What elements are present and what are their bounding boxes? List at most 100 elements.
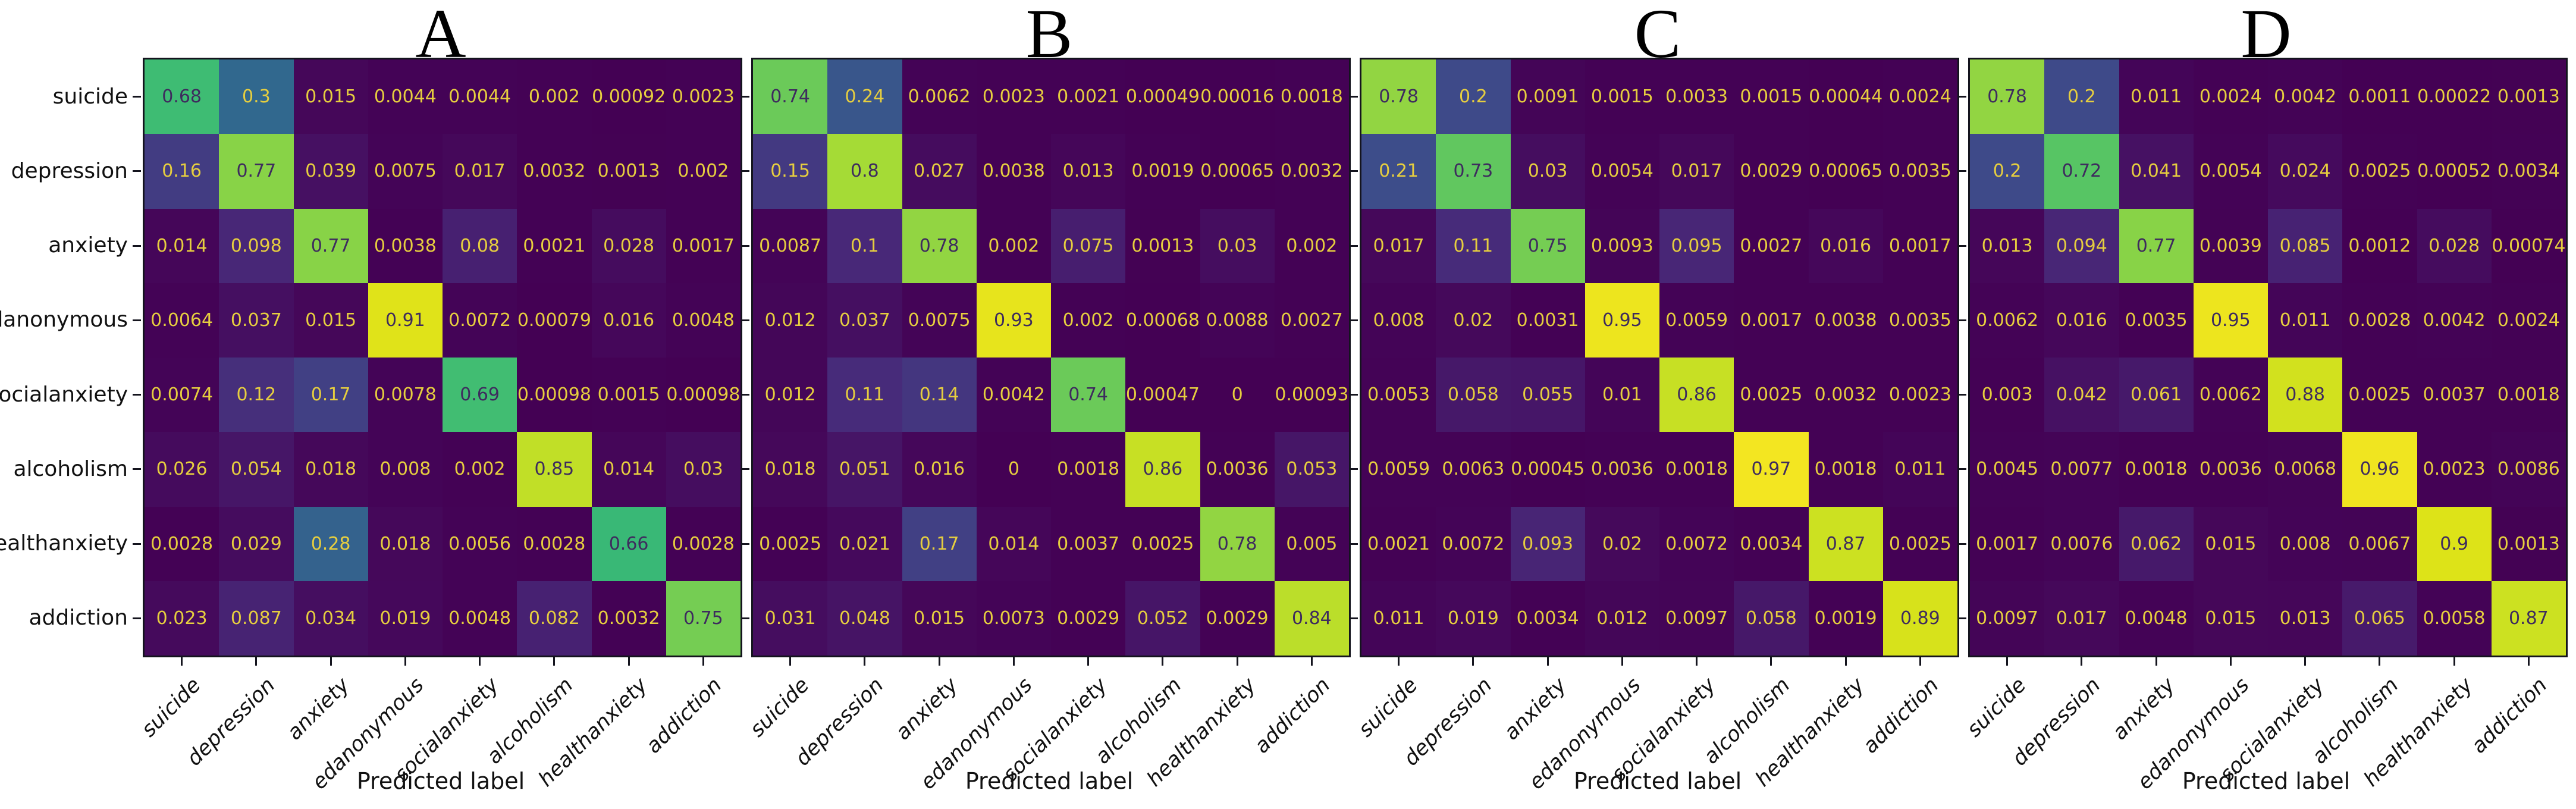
x-axis-tick (553, 657, 556, 666)
matrix-cell: 0.015 (293, 59, 368, 134)
x-tick-label: anxiety (283, 673, 354, 745)
x-axis-tick (1162, 657, 1164, 666)
matrix-cell: 0.048 (827, 581, 902, 656)
matrix-cell: 0.16 (145, 134, 219, 209)
y-axis-tick (741, 394, 749, 396)
x-tick-label: anxiety (1499, 673, 1571, 745)
matrix-cell: 0.0097 (1659, 581, 1734, 656)
matrix-cell: 0.00047 (1125, 358, 1200, 432)
y-tick-label: addiction (29, 606, 128, 631)
x-axis-tick (1012, 657, 1015, 666)
matrix-cell: 0.0015 (591, 358, 666, 432)
matrix-cell: 0.061 (2119, 358, 2194, 432)
matrix-cell: 0.019 (368, 581, 443, 656)
x-axis-tick (1087, 657, 1090, 666)
matrix-cell: 0.0097 (1970, 581, 2045, 656)
matrix-cell: 0.0048 (666, 283, 741, 358)
matrix-cell: 0.00065 (1808, 134, 1883, 209)
y-axis-tick (1350, 96, 1358, 98)
x-tick-label: addiction (2467, 673, 2552, 758)
matrix-cell: 0.027 (902, 134, 977, 209)
matrix-cell: 0.0023 (976, 59, 1051, 134)
y-axis-tick (1958, 394, 1966, 396)
matrix-cell: 0.85 (517, 432, 592, 507)
matrix-cell: 0.042 (2044, 358, 2119, 432)
matrix-cell: 0.0072 (1436, 506, 1511, 581)
y-axis-tick (741, 617, 749, 619)
heatmap-grid: 0.68 0.3 0.015 0.0044 0.0044 0.002 0.00092 0.00… (143, 58, 742, 657)
matrix-cell: 0.011 (1361, 581, 1436, 656)
x-axis-tick (702, 657, 704, 666)
matrix-cell: 0.77 (293, 208, 368, 283)
matrix-cell: 0.013 (1970, 208, 2045, 283)
matrix-cell: 0.0076 (2044, 506, 2119, 581)
confusion-matrix-panel-b: B 0.74 0.24 0.0062 0.0023 0.0021 0.00049 0.000… (741, 0, 1351, 809)
matrix-cell: 0.0031 (1510, 283, 1585, 358)
matrix-cell: 0.0036 (2193, 432, 2268, 507)
matrix-cell: 0.085 (2268, 208, 2343, 283)
y-axis-tick (133, 319, 141, 321)
x-axis-tick (1621, 657, 1623, 666)
matrix-cell: 0.0072 (1659, 506, 1734, 581)
matrix-cell: 0.0077 (2044, 432, 2119, 507)
matrix-cell: 0.0036 (1200, 432, 1275, 507)
y-axis-tick (133, 244, 141, 247)
y-tick-label: depression (11, 158, 128, 183)
matrix-cell: 0.74 (753, 59, 828, 134)
matrix-cell: 0.0078 (368, 358, 443, 432)
matrix-cell: 0.0029 (1734, 134, 1809, 209)
matrix-cell: 0.0029 (1200, 581, 1275, 656)
matrix-cell: 0.88 (2268, 358, 2343, 432)
matrix-cell: 0.0018 (2119, 432, 2194, 507)
x-axis-tick (2527, 657, 2530, 666)
matrix-cell: 0.97 (1734, 432, 1809, 507)
matrix-cell: 0.039 (293, 134, 368, 209)
y-tick-label: socialanxiety (0, 382, 128, 407)
matrix-cell: 0.93 (976, 283, 1051, 358)
x-axis-tick (2453, 657, 2455, 666)
y-axis-tick (1958, 170, 1966, 173)
y-axis-tick (1958, 96, 1966, 98)
matrix-cell: 0.77 (2119, 208, 2194, 283)
matrix-cell: 0.96 (2342, 432, 2417, 507)
matrix-cell: 0.0032 (517, 134, 592, 209)
x-tick-label: suicide (1962, 673, 2031, 742)
x-axis-tick (1844, 657, 1847, 666)
matrix-cell: 0.0025 (753, 506, 828, 581)
matrix-cell: 0.058 (1436, 358, 1511, 432)
matrix-cell: 0.66 (591, 506, 666, 581)
y-tick-label: healthanxiety (0, 531, 128, 556)
matrix-cell: 0.95 (1584, 283, 1659, 358)
matrix-cell: 0.0048 (443, 581, 517, 656)
matrix-cell: 0.0036 (1584, 432, 1659, 507)
matrix-cell: 0.0023 (2417, 432, 2492, 507)
matrix-cell: 0.3 (219, 59, 294, 134)
matrix-cell: 0.011 (2268, 283, 2343, 358)
matrix-cell: 0.0038 (368, 208, 443, 283)
matrix-cell: 0.0033 (1659, 59, 1734, 134)
matrix-cell: 0.17 (902, 506, 977, 581)
matrix-cell: 0.0054 (1584, 134, 1659, 209)
matrix-cell: 0.00093 (1274, 358, 1349, 432)
matrix-cell: 0.058 (1734, 581, 1809, 656)
matrix-cell: 0.016 (902, 432, 977, 507)
matrix-cell: 0.0045 (1970, 432, 2045, 507)
matrix-cell: 0.093 (1510, 506, 1585, 581)
x-axis-tick (1546, 657, 1549, 666)
y-tick-label: edanonymous (0, 308, 128, 333)
matrix-cell: 0.037 (827, 283, 902, 358)
matrix-cell: 0.0013 (591, 134, 666, 209)
y-axis-tick (741, 96, 749, 98)
matrix-cell: 0.91 (368, 283, 443, 358)
x-tick-label: anxiety (2108, 673, 2180, 745)
matrix-cell: 0.065 (2342, 581, 2417, 656)
matrix-cell: 0.86 (1659, 358, 1734, 432)
matrix-cell: 0.78 (1970, 59, 2045, 134)
matrix-cell: 0.094 (2044, 208, 2119, 283)
matrix-cell: 0.28 (293, 506, 368, 581)
matrix-cell: 0.002 (517, 59, 592, 134)
x-tick-label: anxiety (891, 673, 963, 745)
matrix-cell: 0.0023 (1882, 358, 1957, 432)
x-axis-tick (1770, 657, 1772, 666)
matrix-cell: 0.008 (2268, 506, 2343, 581)
